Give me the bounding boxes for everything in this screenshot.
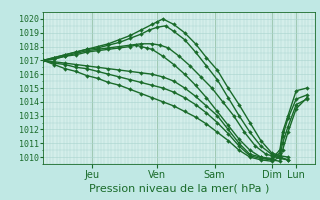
X-axis label: Pression niveau de la mer( hPa ): Pression niveau de la mer( hPa )	[89, 184, 269, 194]
